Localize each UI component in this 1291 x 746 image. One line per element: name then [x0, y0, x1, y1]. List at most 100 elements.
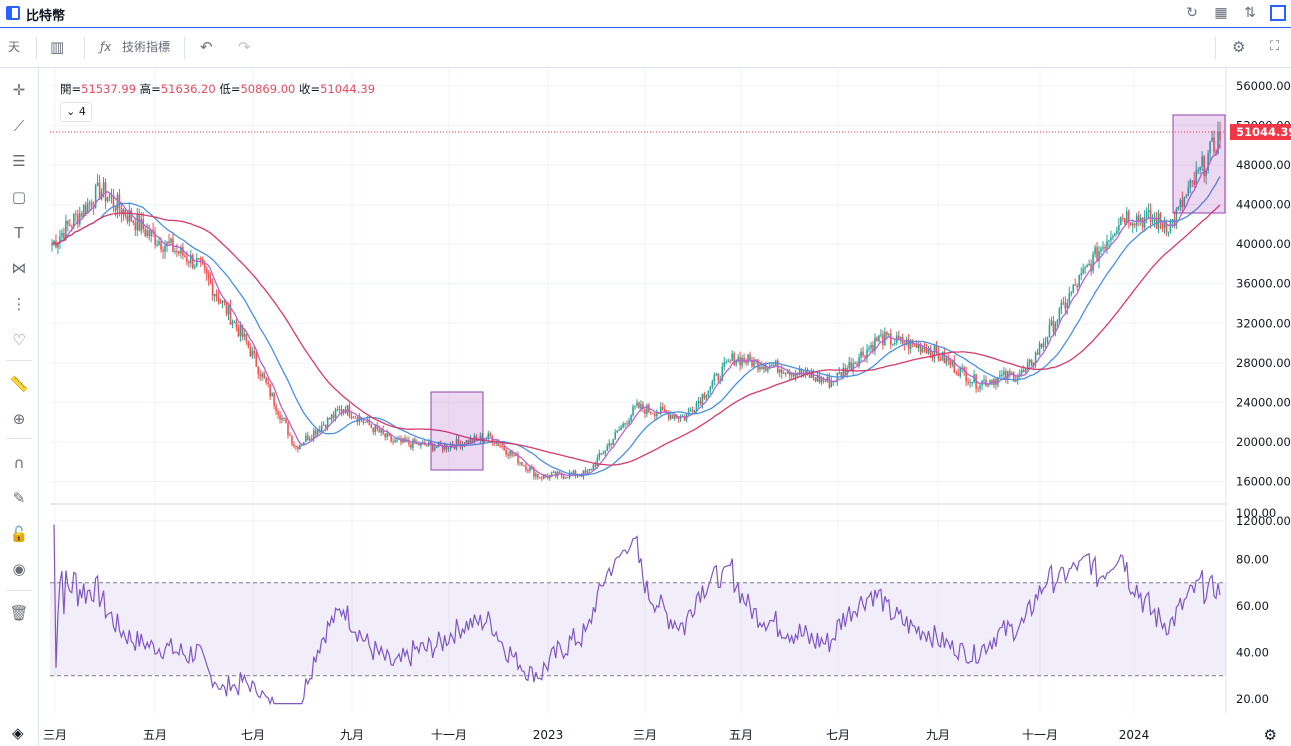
settings-icon[interactable]: ⚙	[1232, 38, 1246, 56]
ohlc-legend: 開=51537.99 高=51636.20 低=50869.00 收=51044…	[60, 82, 376, 96]
ma-slow-line	[51, 204, 1221, 466]
candle-body	[562, 475, 565, 479]
refresh-icon[interactable]: ↻	[1186, 5, 1198, 21]
candle-body	[128, 210, 131, 222]
interval-button[interactable]: 天	[8, 40, 21, 54]
candle-body	[693, 411, 696, 413]
candle-body	[574, 470, 577, 477]
candle-body	[527, 470, 529, 472]
candle-body	[1003, 371, 1005, 375]
indicators-button[interactable]: 技術指標	[122, 40, 171, 54]
candle-body	[517, 454, 519, 464]
candle-body	[933, 345, 936, 359]
candle-body	[1177, 206, 1180, 210]
candle-body	[895, 335, 898, 343]
candle-body	[328, 417, 331, 420]
candle-body	[979, 385, 981, 389]
time-tick-label: 九月	[926, 728, 950, 742]
candle-body	[1020, 370, 1023, 374]
fullscreen-icon[interactable]: ⛶	[1270, 39, 1280, 54]
heart-icon[interactable]: ♡	[12, 331, 26, 349]
candle-body	[771, 365, 773, 367]
pencil-lock-icon[interactable]: ✎	[12, 489, 26, 507]
redo-icon[interactable]: ↷	[238, 38, 251, 56]
candle-body	[533, 468, 535, 477]
candle-body	[880, 334, 882, 336]
candle-body	[755, 359, 757, 361]
trendline-icon[interactable]: ⟋	[13, 117, 25, 135]
candle-body	[285, 419, 287, 424]
candle-type-icon[interactable]: ▥	[50, 38, 65, 56]
candle-body	[1171, 219, 1174, 222]
candle-body	[1209, 141, 1211, 154]
crosshair-icon[interactable]: ✛	[12, 81, 26, 99]
candle-body	[291, 435, 293, 445]
candle-body	[392, 441, 394, 443]
horizontal-lines-icon[interactable]: ☰	[12, 152, 26, 170]
candle-body	[590, 468, 593, 470]
candle-body	[199, 258, 202, 260]
pattern-icon[interactable]: ⋈	[11, 259, 27, 277]
candle-body	[892, 343, 894, 345]
candle-body	[1173, 219, 1176, 226]
candle-body	[703, 394, 706, 399]
undo-icon[interactable]: ↶	[200, 38, 213, 56]
candle-body	[322, 424, 325, 426]
candle-body	[888, 333, 890, 336]
rectangle-icon[interactable]: ▢	[11, 188, 27, 206]
candle-body	[1096, 247, 1098, 261]
candle-body	[596, 458, 599, 466]
candle-body	[106, 197, 109, 202]
candle-body	[969, 382, 971, 384]
candle-body	[190, 254, 192, 264]
candle-body	[197, 258, 200, 260]
eye-icon[interactable]: ◉	[12, 560, 26, 578]
candle-body	[303, 441, 305, 445]
candle-body	[808, 373, 811, 379]
candle-body	[697, 400, 700, 403]
candle-body	[287, 423, 289, 435]
candle-body	[223, 300, 226, 304]
layers-icon[interactable]: ◈	[12, 724, 24, 742]
candle-body	[1046, 337, 1049, 342]
candle-body	[491, 436, 494, 443]
candle-body	[604, 450, 607, 454]
candle-body	[505, 450, 507, 455]
trash-icon[interactable]: 🗑	[9, 604, 29, 622]
sort-icon[interactable]: ⇅	[1244, 5, 1256, 21]
candle-body	[1167, 231, 1170, 233]
sidebar-toggle-icon[interactable]	[1270, 5, 1286, 21]
candle-body	[205, 268, 208, 274]
zoom-in-icon[interactable]: ⊕	[12, 410, 26, 428]
candle-body	[669, 414, 672, 420]
candle-body	[1106, 241, 1108, 249]
candle-body	[945, 357, 948, 364]
candle-body	[368, 419, 371, 425]
fib-icon[interactable]: ⋮	[11, 295, 27, 313]
ruler-icon[interactable]: 📏	[9, 375, 29, 393]
candle-body	[209, 278, 212, 284]
magnet-icon[interactable]: ∩	[13, 454, 25, 472]
candle-body	[773, 365, 775, 367]
grid-icon[interactable]: ▦	[1214, 5, 1228, 21]
candle-body	[1145, 212, 1148, 217]
candle-body	[74, 213, 77, 215]
candle-body	[1197, 169, 1199, 171]
candle-body	[1201, 156, 1203, 167]
candle-body	[164, 245, 166, 252]
candle-body	[606, 445, 609, 451]
panel-icon[interactable]	[6, 6, 20, 20]
price-tick-label: 40000.00	[1236, 237, 1291, 251]
candle-body	[257, 366, 260, 375]
lock-icon[interactable]: 🔓	[9, 525, 29, 543]
candle-body	[882, 334, 884, 346]
candle-body	[997, 377, 999, 385]
candle-body	[529, 467, 531, 471]
candle-body	[51, 244, 53, 246]
candle-body	[578, 475, 581, 477]
text-icon[interactable]: T	[14, 224, 24, 242]
candle-body	[711, 381, 714, 387]
gear-icon[interactable]: ⚙	[1263, 726, 1277, 744]
indicator-toggle[interactable]: ⌄ 4	[60, 102, 92, 122]
